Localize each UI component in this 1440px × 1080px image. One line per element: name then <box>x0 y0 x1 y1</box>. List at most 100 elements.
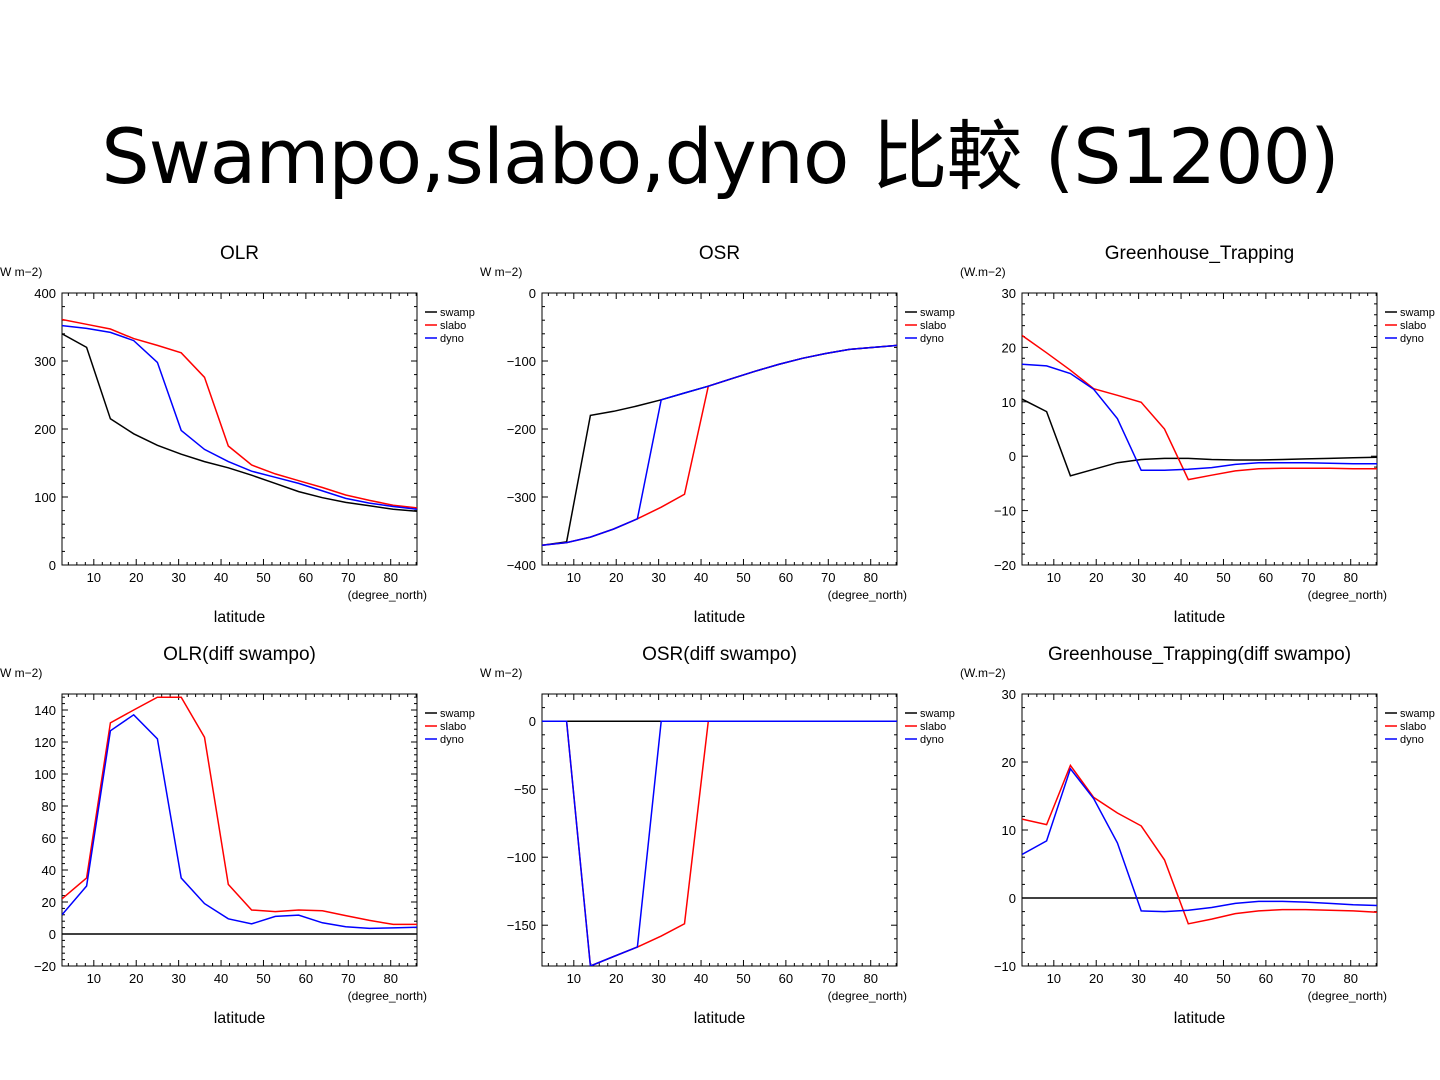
chart-title: Greenhouse_Trapping(diff swampo) <box>1048 644 1351 665</box>
x-tick-label: 30 <box>1131 971 1145 986</box>
x-axis-unit: (degree_north) <box>1308 989 1387 1003</box>
x-tick-label: 20 <box>609 971 623 986</box>
y-axis-label: W m−2) <box>480 265 522 279</box>
y-tick-label: 80 <box>42 799 56 814</box>
y-ticks: −150 −100 −50 0 <box>507 693 897 967</box>
series-line-dyno <box>62 324 417 510</box>
x-tick-label: 70 <box>821 971 835 986</box>
plot-frame <box>541 693 898 967</box>
x-tick-label: 30 <box>171 570 185 585</box>
x-tick-label: 20 <box>129 570 143 585</box>
x-tick-label: 20 <box>1089 570 1103 585</box>
y-tick-label: 0 <box>529 286 536 301</box>
chart-panel-6: Greenhouse_Trapping(diff swampo) (W.m−2) (… <box>960 644 1435 1027</box>
x-tick-label: 50 <box>256 971 270 986</box>
y-axis-label: W m−2) <box>0 265 42 279</box>
x-tick-label: 20 <box>129 971 143 986</box>
x-tick-label: 30 <box>1131 570 1145 585</box>
x-tick-label: 60 <box>779 971 793 986</box>
x-axis-label: latitude <box>1174 1010 1226 1027</box>
y-tick-label: 20 <box>1002 340 1016 355</box>
series-line-swamp <box>542 344 897 547</box>
x-tick-label: 70 <box>1301 570 1315 585</box>
y-tick-label: 300 <box>34 354 56 369</box>
x-tick-label: 70 <box>821 570 835 585</box>
y-tick-label: 20 <box>1002 755 1016 770</box>
legend-label-slabo: slabo <box>920 721 946 733</box>
x-ticks: 10 20 30 40 50 60 70 80 <box>547 694 897 986</box>
y-tick-label: −100 <box>507 354 536 369</box>
x-tick-label: 60 <box>299 570 313 585</box>
x-tick-label: 50 <box>736 971 750 986</box>
chart-panel-4: OLR(diff swampo) W m−2) (degree_north)lati… <box>0 644 475 1027</box>
x-ticks: 10 20 30 40 50 60 70 80 <box>67 694 417 986</box>
x-tick-label: 40 <box>694 570 708 585</box>
series-line-dyno <box>1022 767 1377 913</box>
chart-title: Greenhouse_Trapping <box>1105 243 1294 264</box>
x-tick-label: 60 <box>299 971 313 986</box>
y-tick-label: 10 <box>1002 823 1016 838</box>
chart-title: OSR <box>699 243 740 264</box>
series-lines <box>542 720 897 966</box>
x-axis-label: latitude <box>1174 609 1226 626</box>
legend-label-slabo: slabo <box>1400 721 1426 733</box>
series-lines <box>1022 763 1377 925</box>
chart-title: OLR <box>220 243 259 264</box>
y-tick-label: −150 <box>507 918 536 933</box>
y-tick-label: 40 <box>42 863 56 878</box>
legend-label-dyno: dyno <box>440 333 464 345</box>
x-axis-unit: (degree_north) <box>1308 588 1387 602</box>
y-tick-label: −400 <box>507 558 536 573</box>
y-ticks: −20 0 20 40 60 80 100 120 140 <box>34 696 417 974</box>
legend-label-swamp: swamp <box>920 307 955 319</box>
y-ticks: −20 −10 0 10 20 30 <box>994 286 1377 573</box>
legend-label-swamp: swamp <box>440 708 475 720</box>
x-tick-label: 80 <box>863 570 877 585</box>
legend-label-dyno: dyno <box>440 734 464 746</box>
x-axis-label: latitude <box>694 609 746 626</box>
legend-label-dyno: dyno <box>920 333 944 345</box>
y-axis-label: W m−2) <box>0 666 42 680</box>
legend-label-dyno: dyno <box>1400 333 1424 345</box>
y-axis-label: W m−2) <box>480 666 522 680</box>
x-tick-label: 10 <box>567 570 581 585</box>
legend-label-dyno: dyno <box>920 734 944 746</box>
y-tick-label: −10 <box>994 504 1016 519</box>
x-ticks: 10 20 30 40 50 60 70 80 <box>547 293 897 585</box>
x-tick-label: 30 <box>651 570 665 585</box>
x-tick-label: 60 <box>779 570 793 585</box>
x-axis-label: latitude <box>214 609 266 626</box>
x-tick-label: 40 <box>214 570 228 585</box>
y-tick-label: −300 <box>507 490 536 505</box>
x-tick-label: 40 <box>694 971 708 986</box>
y-tick-label: 0 <box>49 927 56 942</box>
series-line-slabo <box>1022 334 1377 481</box>
x-tick-label: 40 <box>1174 971 1188 986</box>
y-tick-label: 10 <box>1002 395 1016 410</box>
series-line-dyno <box>1022 363 1377 472</box>
y-ticks: −400 −300 −200 −100 0 <box>507 286 897 573</box>
plot-frame <box>1021 693 1378 967</box>
y-tick-label: 30 <box>1002 286 1016 301</box>
chart-title: OLR(diff swampo) <box>163 644 316 665</box>
x-tick-label: 50 <box>256 570 270 585</box>
x-axis-label: latitude <box>214 1010 266 1027</box>
y-axis-label: (W.m−2) <box>960 666 1006 680</box>
y-tick-label: −50 <box>514 782 536 797</box>
series-line-slabo <box>62 318 417 509</box>
series-line-slabo <box>542 720 897 966</box>
y-tick-label: 120 <box>34 735 56 750</box>
x-tick-label: 50 <box>1216 971 1230 986</box>
y-tick-label: −200 <box>507 422 536 437</box>
x-tick-label: 10 <box>1047 971 1061 986</box>
y-tick-label: 30 <box>1002 687 1016 702</box>
y-tick-label: 140 <box>34 703 56 718</box>
y-tick-label: 400 <box>34 286 56 301</box>
series-line-dyno <box>62 713 417 930</box>
y-ticks: 0 100 200 300 400 <box>34 286 417 573</box>
series-line-dyno <box>542 344 897 547</box>
x-ticks: 10 20 30 40 50 60 70 80 <box>67 293 417 585</box>
y-tick-label: 100 <box>34 490 56 505</box>
